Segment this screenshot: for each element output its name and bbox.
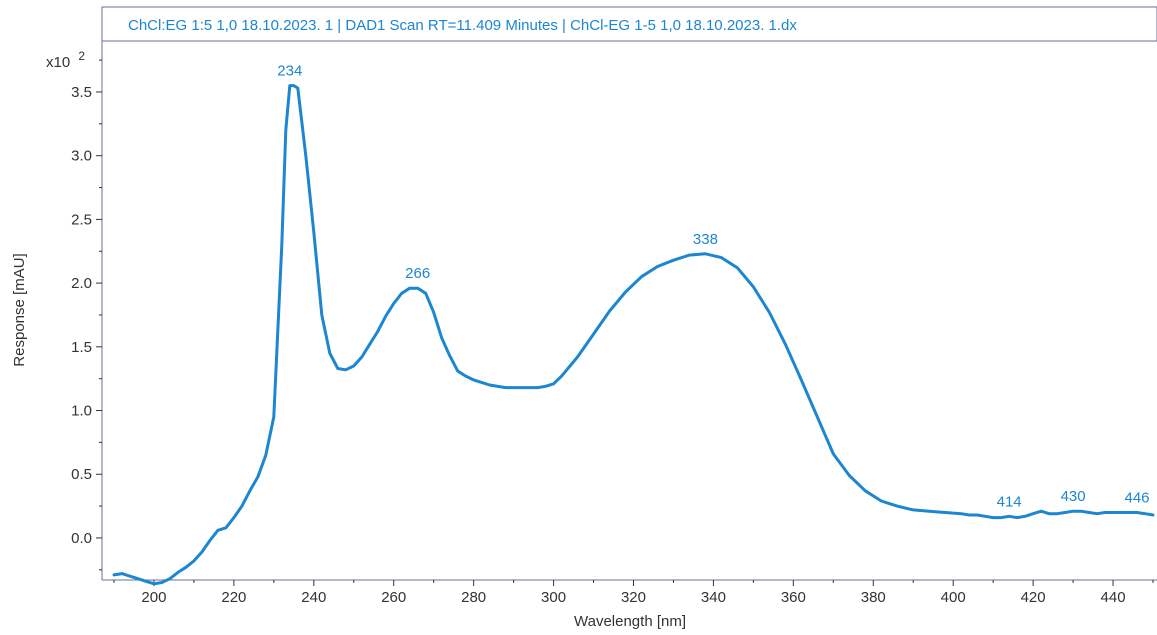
y-tick-label: 2.5 xyxy=(71,211,92,228)
y-tick-label: 2.0 xyxy=(71,275,92,292)
y-multiplier-base: x10 xyxy=(46,54,70,71)
y-multiplier: x10 2 xyxy=(46,49,85,71)
x-tick-label: 220 xyxy=(221,589,246,606)
y-tick-label: 3.5 xyxy=(71,84,92,101)
chart-title: ChCl:EG 1:5 1,0 18.10.2023. 1 | DAD1 Sca… xyxy=(128,17,797,34)
x-tick-label: 420 xyxy=(1021,589,1046,606)
y-multiplier-exp: 2 xyxy=(78,49,85,63)
x-tick-label: 260 xyxy=(381,589,406,606)
x-tick-label: 280 xyxy=(461,589,486,606)
y-tick-label: 0.0 xyxy=(71,530,92,547)
x-tick-label: 340 xyxy=(701,589,726,606)
spectrum-line xyxy=(112,84,1155,586)
peak-label: 414 xyxy=(997,493,1022,510)
peak-label: 446 xyxy=(1125,489,1150,506)
y-tick-label: 1.5 xyxy=(71,339,92,356)
x-tick-label: 440 xyxy=(1101,589,1126,606)
peak-label: 430 xyxy=(1061,488,1086,505)
y-tick-label: 3.0 xyxy=(71,148,92,165)
x-axis-title: Wavelength [nm] xyxy=(574,613,686,630)
series-group xyxy=(112,84,1155,586)
x-tick-label: 240 xyxy=(301,589,326,606)
y-axis-title: Response [mAU] xyxy=(11,253,28,366)
y-tick-label: 0.5 xyxy=(71,466,92,483)
axis-ticks: 200 220 240 260 280 300 320 340 360 380 400 420 440 0… xyxy=(71,59,1154,606)
x-tick-label: 300 xyxy=(541,589,566,606)
peak-label: 338 xyxy=(693,231,718,248)
y-tick-label: 1.0 xyxy=(71,403,92,420)
peak-label: 266 xyxy=(405,265,430,282)
x-tick-label: 200 xyxy=(141,589,166,606)
title-box xyxy=(101,6,1157,42)
x-tick-label: 380 xyxy=(861,589,886,606)
x-tick-label: 400 xyxy=(941,589,966,606)
peak-labels: 234 266 338 414 430 446 xyxy=(277,63,1149,511)
peak-label: 234 xyxy=(277,63,302,80)
x-tick-label: 320 xyxy=(621,589,646,606)
x-tick-label: 360 xyxy=(781,589,806,606)
